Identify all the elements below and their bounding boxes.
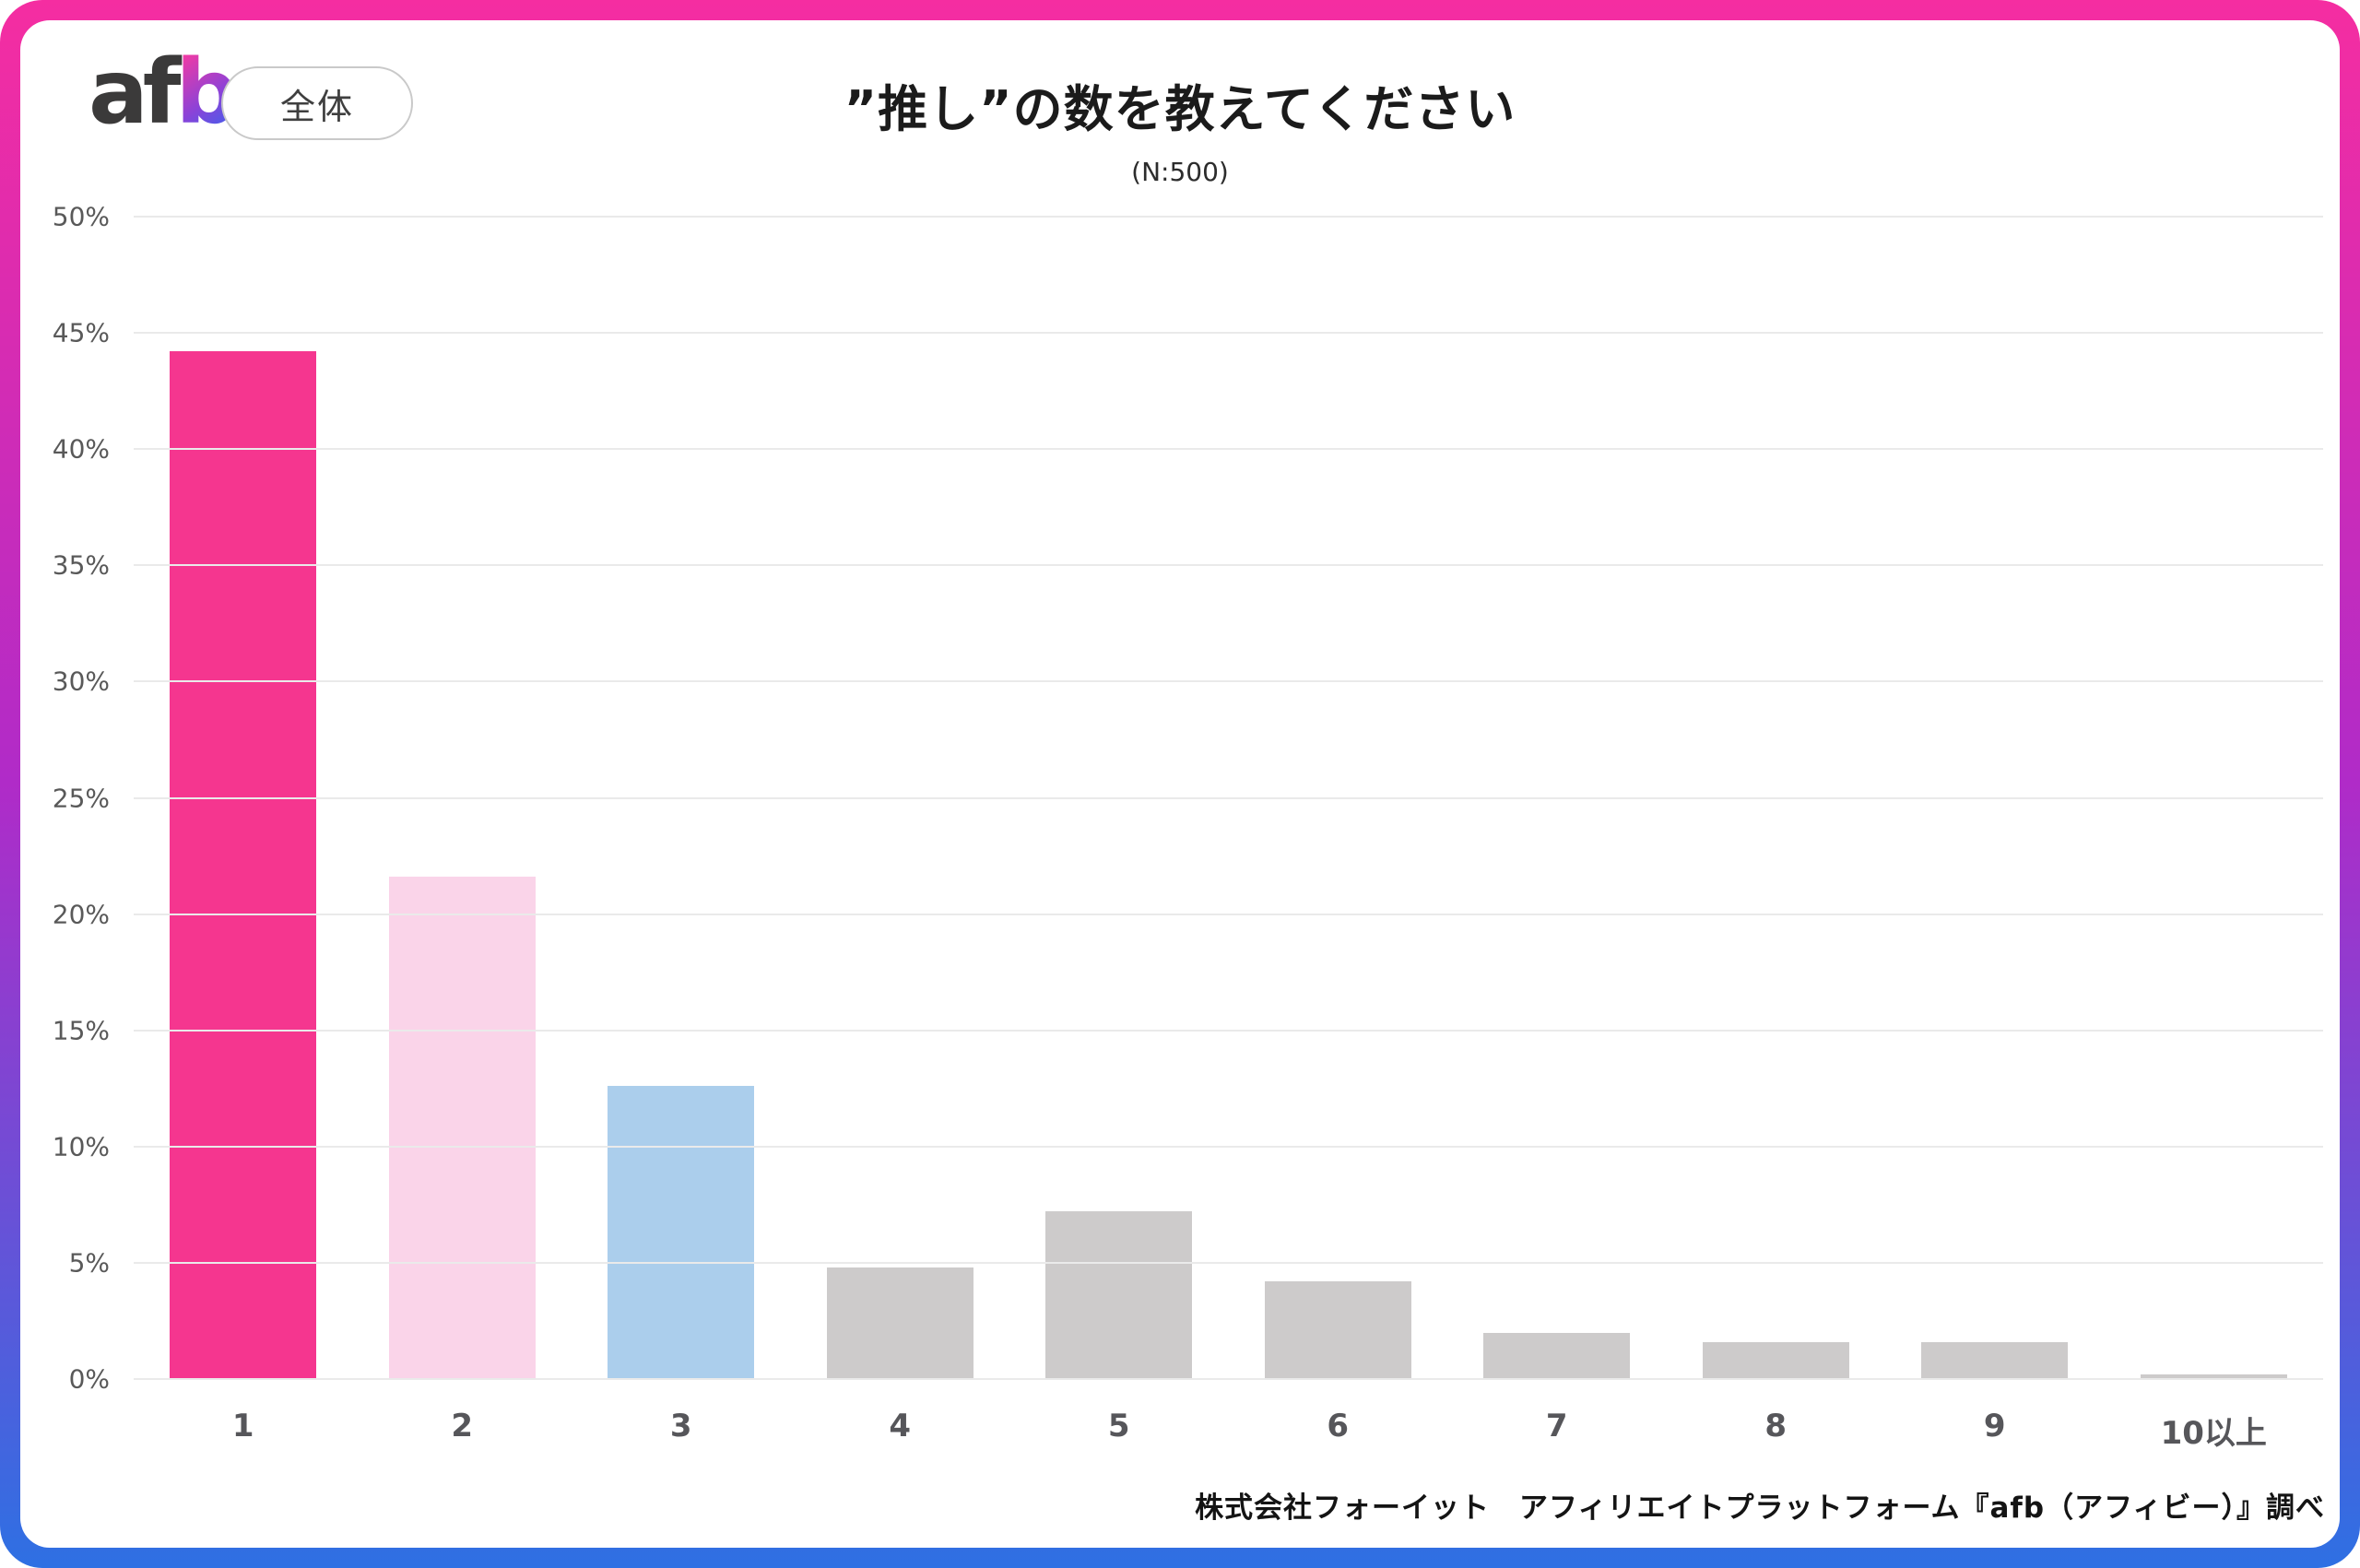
y-tick-label-15pct: 15% [52, 1015, 110, 1046]
x-label-9: 9 [1983, 1408, 2006, 1444]
gridline-25pct [134, 796, 2323, 799]
gridline-35pct [134, 564, 2323, 567]
gridline-30pct [134, 680, 2323, 683]
bar-4 [826, 1267, 974, 1379]
sample-size-label: (N:500) [1131, 157, 1229, 187]
bar-6 [1264, 1281, 1411, 1379]
afb-logo-dark-part: af [88, 41, 182, 144]
x-label-1: 1 [231, 1408, 254, 1444]
bar-10以上 [2140, 1373, 2287, 1379]
gridline-10pct [134, 1145, 2323, 1148]
gridline-50pct [134, 216, 2323, 218]
y-tick-label-35pct: 35% [52, 549, 110, 581]
bar-slot-7 [1447, 217, 1667, 1379]
y-tick-label-40pct: 40% [52, 433, 110, 465]
gridline-20pct [134, 913, 2323, 915]
gridline-5pct [134, 1261, 2323, 1264]
chart-title: ”推し”の数を教えてください [844, 80, 1516, 138]
y-tick-label-10pct: 10% [52, 1131, 110, 1162]
y-tick-label-25pct: 25% [52, 783, 110, 813]
x-label-4: 4 [889, 1408, 912, 1444]
plot-area: 0% 5% 10% 15% 20% 25% 30% 35% 40% 45% 50% [53, 202, 2323, 1395]
bar-9 [1921, 1341, 2069, 1379]
bars-container [134, 217, 2323, 1379]
bar-slot-10以上 [2105, 217, 2324, 1379]
x-label-8: 8 [1764, 1408, 1788, 1444]
chart-card: afb 全体 ”推し”の数を教えてください (N:500) 0% 5% 10% 15%… [20, 20, 2340, 1548]
bar-1 [170, 351, 317, 1379]
bar-8 [1702, 1341, 1849, 1379]
y-tick-label-50pct: 50% [52, 201, 110, 232]
bar-slot-8 [1667, 217, 1886, 1379]
bar-7 [1483, 1332, 1631, 1379]
bar-3 [608, 1086, 755, 1379]
bar-slot-5 [1009, 217, 1229, 1379]
x-label-3: 3 [669, 1408, 692, 1444]
gridline-45pct [134, 332, 2323, 335]
x-axis-labels: 1 2 3 4 5 6 7 8 9 10以上 [134, 1408, 2323, 1453]
bar-slot-2 [353, 217, 572, 1379]
bar-slot-3 [572, 217, 791, 1379]
bar-slot-9 [1885, 217, 2105, 1379]
gridline-15pct [134, 1029, 2323, 1032]
y-tick-label-30pct: 30% [52, 666, 110, 697]
y-tick-label-20pct: 20% [52, 899, 110, 930]
x-label-5: 5 [1107, 1408, 1130, 1444]
bar-slot-4 [791, 217, 1010, 1379]
scope-badge[interactable]: 全体 [221, 66, 413, 140]
bar-5 [1045, 1211, 1193, 1379]
bar-slot-6 [1229, 217, 1448, 1379]
bar-slot-1 [134, 217, 353, 1379]
y-tick-label-5pct: 5% [68, 1247, 110, 1279]
gridline-0pct [134, 1378, 2323, 1380]
y-tick-label-0pct: 0% [68, 1363, 110, 1395]
source-attribution: 株式会社フォーイット アフィリエイトプラットフォーム『afb（アフィビー）』調べ [1195, 1491, 2325, 1525]
x-label-10以上: 10以上 [2160, 1415, 2267, 1452]
x-label-7: 7 [1545, 1408, 1568, 1444]
y-tick-label-45pct: 45% [52, 317, 110, 348]
gridline-40pct [134, 448, 2323, 451]
x-label-6: 6 [1327, 1408, 1350, 1444]
bar-2 [388, 877, 536, 1379]
x-label-2: 2 [451, 1408, 474, 1444]
